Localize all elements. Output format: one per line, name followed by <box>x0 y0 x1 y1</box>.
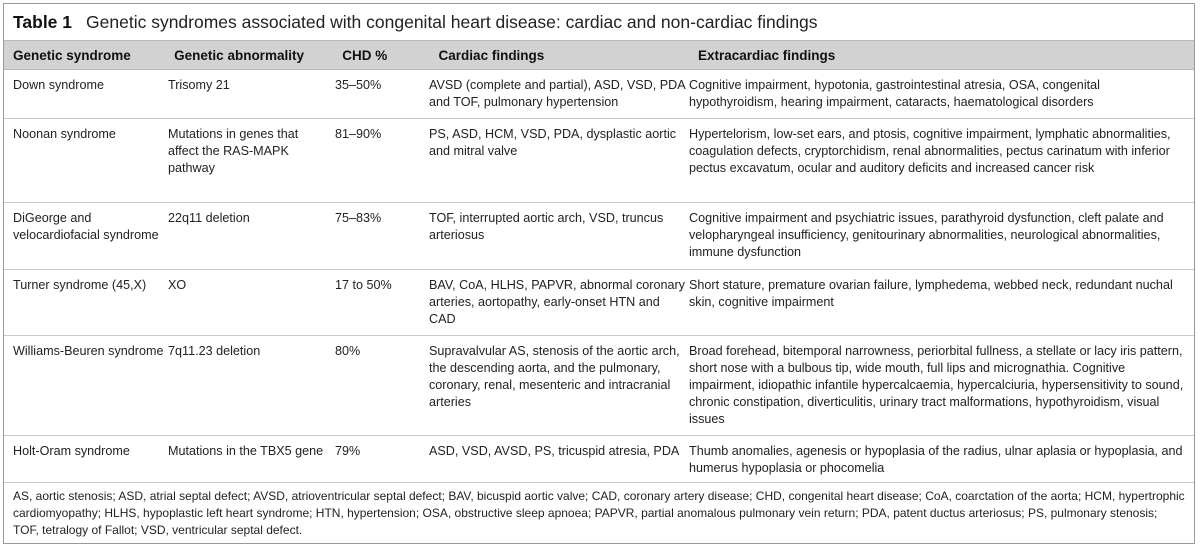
extracardiac-findings-cell: Broad forehead, bitemporal narrowness, p… <box>689 344 1184 426</box>
header-genetic-abnormality: Genetic abnormality <box>174 47 304 63</box>
chd-percent-cell: 35–50% <box>335 78 382 92</box>
chd-percent-cell: 79% <box>335 444 361 458</box>
header-genetic-syndrome: Genetic syndrome <box>13 47 131 63</box>
table-row: Holt-Oram syndrome Mutations in the TBX5… <box>4 436 1194 483</box>
cardiac-findings-cell: TOF, interrupted aortic arch, VSD, trunc… <box>429 211 664 242</box>
syndrome-cell: Williams-Beuren syndrome <box>13 344 164 358</box>
syndrome-cell: Turner syndrome (45,X) <box>13 278 147 292</box>
chd-percent-cell: 17 to 50% <box>335 278 392 292</box>
table-header-row: Genetic syndrome Genetic abnormality CHD… <box>4 40 1194 70</box>
abnormality-cell: Mutations in genes that affect the RAS-M… <box>168 127 299 175</box>
abnormality-cell: Mutations in the TBX5 gene <box>168 444 324 458</box>
table-row: DiGeorge and velocardiofacial syndrome 2… <box>4 203 1194 270</box>
abnormality-cell: XO <box>168 278 187 292</box>
table-title: Genetic syndromes associated with congen… <box>86 11 818 32</box>
cardiac-findings-cell: Supravalvular AS, stenosis of the aortic… <box>429 344 680 409</box>
extracardiac-findings-cell: Cognitive impairment, hypotonia, gastroi… <box>689 78 1100 109</box>
cardiac-findings-cell: ASD, VSD, AVSD, PS, tricuspid atresia, P… <box>429 444 680 458</box>
table-row: Williams-Beuren syndrome 7q11.23 deletio… <box>4 336 1194 436</box>
extracardiac-findings-cell: Short stature, premature ovarian failure… <box>689 278 1173 309</box>
header-chd-percent: CHD % <box>342 47 388 63</box>
table-row: Down syndrome Trisomy 21 35–50% AVSD (co… <box>4 70 1194 119</box>
table-row: Noonan syndrome Mutations in genes that … <box>4 119 1194 203</box>
cardiac-findings-cell: AVSD (complete and partial), ASD, VSD, P… <box>429 78 685 109</box>
abnormality-cell: 22q11 deletion <box>168 211 250 225</box>
cardiac-findings-cell: PS, ASD, HCM, VSD, PDA, dysplastic aorti… <box>429 127 677 158</box>
extracardiac-findings-cell: Hypertelorism, low-set ears, and ptosis,… <box>689 127 1171 175</box>
chd-percent-cell: 80% <box>335 344 361 358</box>
cardiac-findings-cell: BAV, CoA, HLHS, PAPVR, abnormal coronary… <box>429 278 685 326</box>
table-footnote: AS, aortic stenosis; ASD, atrial septal … <box>13 489 1185 537</box>
abnormality-cell: 7q11.23 deletion <box>168 344 261 358</box>
header-extracardiac-findings: Extracardiac findings <box>697 47 836 63</box>
extracardiac-findings-cell: Cognitive impairment and psychiatric iss… <box>689 211 1164 259</box>
syndrome-cell: DiGeorge and velocardiofacial syndrome <box>13 211 159 242</box>
abnormality-cell: Trisomy 21 <box>168 78 230 92</box>
syndrome-cell: Down syndrome <box>13 78 104 92</box>
header-cardiac-findings: Cardiac findings <box>438 47 545 63</box>
extracardiac-findings-cell: Thumb anomalies, agenesis or hypoplasia … <box>689 444 1183 475</box>
chd-percent-cell: 81–90% <box>335 127 382 141</box>
table-figure: Table 1 Genetic syndromes associated wit… <box>3 3 1195 544</box>
syndrome-cell: Holt-Oram syndrome <box>13 444 130 458</box>
syndrome-cell: Noonan syndrome <box>13 127 116 141</box>
chd-percent-cell: 75–83% <box>335 211 382 225</box>
table-row: Turner syndrome (45,X) XO 17 to 50% BAV,… <box>4 270 1194 336</box>
table-label: Table 1 <box>13 11 73 32</box>
table-caption: Table 1 Genetic syndromes associated wit… <box>4 4 1194 40</box>
